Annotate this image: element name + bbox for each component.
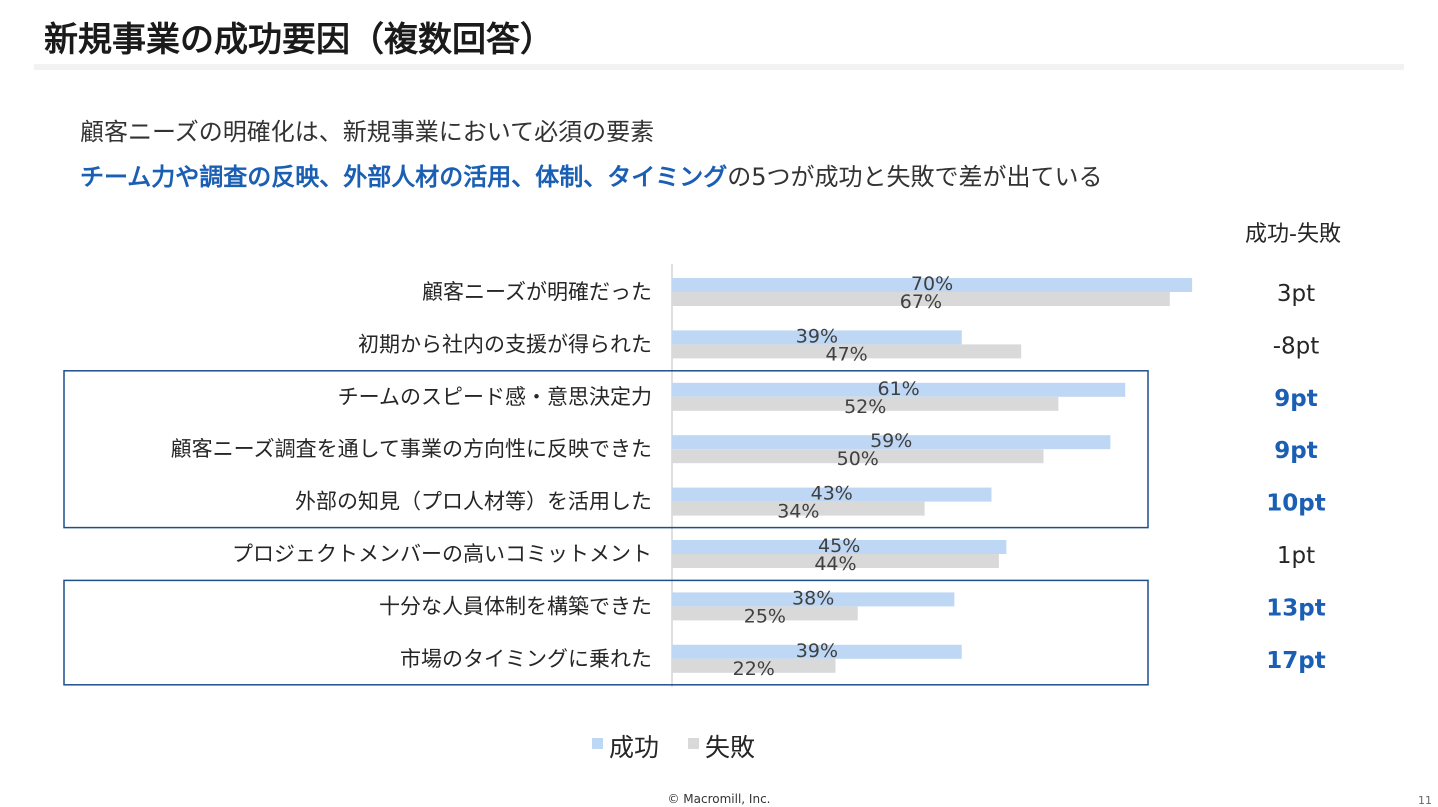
failure-value-label: 52% [844, 396, 886, 418]
success-bar [672, 540, 1007, 554]
difference-label: 17pt [1266, 648, 1325, 674]
highlight-box-1 [63, 370, 1149, 529]
success-bar [672, 435, 1111, 450]
difference-label: -8pt [1273, 333, 1320, 359]
difference-label: 1pt [1277, 543, 1315, 569]
difference-label: 13pt [1266, 595, 1325, 621]
difference-label: 9pt [1274, 386, 1317, 412]
slide-title: 新規事業の成功要因（複数回答） [44, 20, 554, 60]
failure-bar [672, 449, 1044, 464]
failure-value-label: 47% [825, 343, 867, 365]
subtitle-highlight: チーム力や調査の反映、外部人材の活用、体制、タイミング [80, 163, 728, 191]
legend-success-label: 成功 [609, 733, 659, 762]
difference-label: 3pt [1277, 281, 1315, 307]
failure-value-label: 25% [744, 605, 786, 627]
highlight-box-2 [63, 579, 1149, 686]
success-value-label: 59% [870, 430, 912, 452]
difference-label: 10pt [1266, 491, 1325, 517]
failure-bar [672, 606, 858, 621]
success-bar [672, 644, 962, 659]
category-label: 顧客ニーズ調査を通して事業の方向性に反映できた [171, 437, 652, 461]
legend-failure-swatch [688, 738, 699, 749]
title-rule [34, 64, 1404, 70]
success-value-label: 39% [796, 640, 838, 662]
success-value-label: 39% [796, 325, 838, 347]
success-value-label: 43% [811, 483, 853, 505]
failure-bar [672, 292, 1170, 306]
failure-bar [672, 658, 836, 673]
page-number: 11 [1418, 794, 1432, 807]
subtitle-line-2: チーム力や調査の反映、外部人材の活用、体制、タイミングの5つが成功と失敗で差が出… [80, 157, 1103, 192]
category-label: プロジェクトメンバーの高いコミットメント [232, 542, 652, 566]
failure-value-label: 67% [900, 291, 942, 313]
failure-value-label: 34% [777, 501, 819, 523]
failure-bar [672, 554, 999, 568]
failure-value-label: 50% [837, 448, 879, 470]
difference-label: 9pt [1274, 438, 1317, 464]
subtitle-line-1: 顧客ニーズの明確化は、新規事業において必須の要素 [80, 118, 655, 146]
copyright-footer: © Macromill, Inc. [667, 792, 771, 806]
success-bar [672, 278, 1193, 292]
success-bar [672, 592, 955, 607]
failure-bar [672, 344, 1022, 359]
success-bar [672, 487, 992, 502]
category-label: チームのスピード感・意思決定力 [338, 385, 652, 409]
success-value-label: 38% [792, 587, 834, 609]
failure-bar [672, 501, 925, 516]
category-label: 顧客ニーズが明確だった [422, 280, 652, 304]
subtitle-rest: の5つが成功と失敗で差が出ている [727, 163, 1103, 191]
legend-success-swatch [592, 738, 603, 749]
category-label: 十分な人員体制を構築できた [379, 594, 652, 618]
success-bar [672, 330, 962, 345]
success-value-label: 70% [911, 273, 953, 295]
success-bar [672, 382, 1126, 397]
legend-failure-label: 失敗 [705, 733, 755, 762]
category-label: 初期から社内の支援が得られた [358, 332, 652, 356]
success-value-label: 45% [818, 535, 860, 557]
success-value-label: 61% [877, 378, 919, 400]
category-label: 外部の知見（プロ人材等）を活用した [295, 490, 652, 514]
failure-value-label: 44% [814, 553, 856, 575]
failure-bar [672, 396, 1059, 411]
difference-header: 成功-失敗 [1245, 222, 1341, 247]
category-label: 市場のタイミングに乗れた [400, 647, 652, 671]
failure-value-label: 22% [733, 658, 775, 680]
